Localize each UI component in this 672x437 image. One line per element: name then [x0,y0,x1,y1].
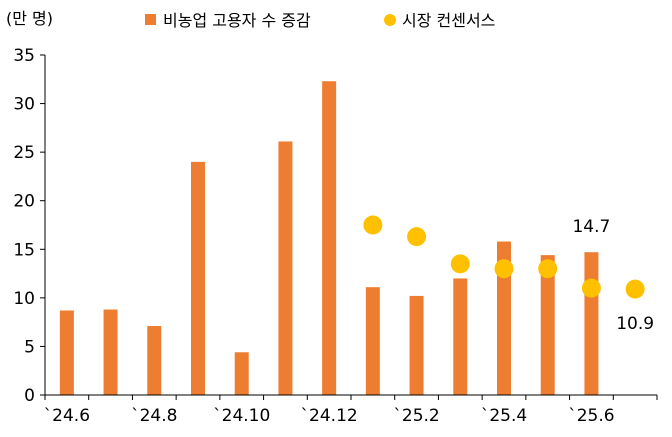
bar [365,287,380,395]
bar [191,161,205,395]
y-tick-label: 20 [13,192,35,212]
bar [322,81,337,395]
consensus-dot [625,279,645,299]
x-tick-label: `24.8 [131,406,177,426]
consensus-dot [538,259,558,279]
y-tick-label: 15 [13,240,35,260]
legend-dot-label: 시장 컨센서스 [402,11,495,30]
consensus-dot [494,259,514,279]
consensus-dot [363,215,383,235]
bar [453,278,468,395]
bar [234,352,249,395]
consensus-dot [407,227,427,247]
y-tick-label: 0 [24,386,35,406]
dot-series [363,215,645,299]
y-tick-label: 30 [13,95,35,115]
bar [584,252,599,395]
data-labels: 14.7 10.9 [572,217,654,334]
y-tick-label: 25 [13,143,35,163]
consensus-dot [581,278,601,298]
x-tick-label: `25.6 [568,406,614,426]
x-tick-label: `24.6 [44,406,90,426]
bar [147,326,162,395]
bar [278,141,293,395]
legend-bar-swatch [145,14,156,25]
y-tick-label: 5 [24,337,35,357]
bar [59,310,74,395]
x-tick-label: `25.4 [481,406,527,426]
consensus-dot [450,254,470,274]
x-tick-label: `25.2 [393,406,439,426]
bar [409,295,424,395]
x-axis-ticks: `24.6 `24.8 `24.10 `24.12 `25.2 `25.4 `25.6 [44,395,658,426]
y-tick-label: 10 [13,289,35,309]
data-label: 14.7 [572,217,610,237]
y-axis-ticks: 0 5 10 15 20 25 30 35 [13,46,45,406]
bar [540,255,555,395]
x-tick-label: `24.12 [301,406,358,426]
y-unit-label: (만 명) [6,9,53,28]
y-tick-label: 35 [13,46,35,66]
bar [103,309,118,395]
legend: 비농업 고용자 수 증감 시장 컨센서스 [145,11,495,30]
bar [497,241,511,395]
legend-bar-label: 비농업 고용자 수 증감 [163,11,311,30]
data-label: 10.9 [616,314,654,334]
legend-dot-swatch [384,14,396,26]
x-tick-label: `24.10 [213,406,270,426]
bar-series [59,81,599,395]
